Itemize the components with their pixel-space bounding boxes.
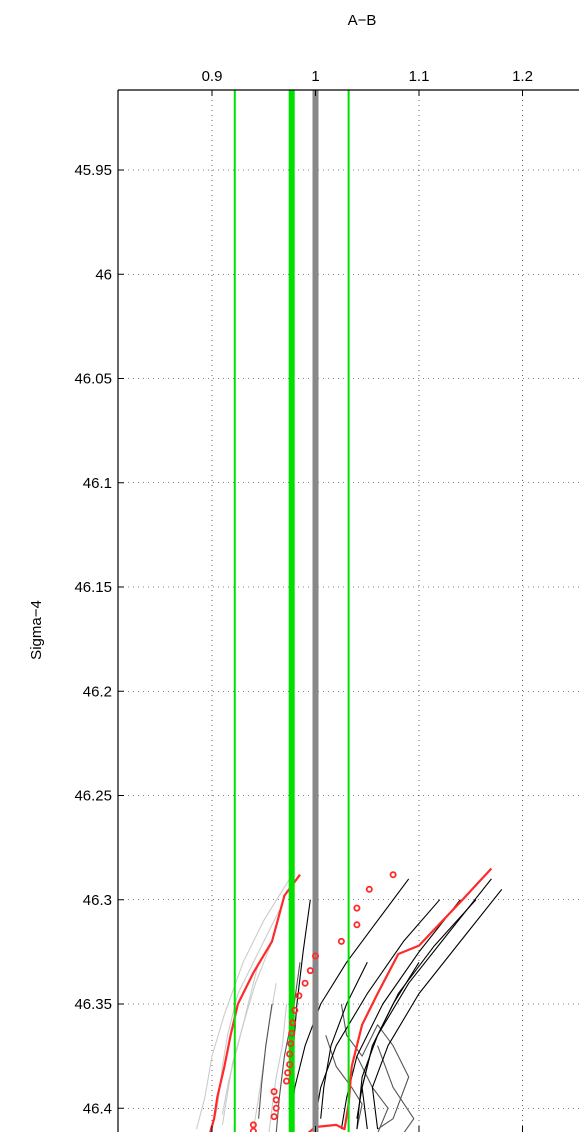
profile-line bbox=[211, 909, 280, 1130]
data-point-marker bbox=[286, 1061, 294, 1069]
data-point-marker bbox=[282, 1077, 290, 1085]
data-point-marker bbox=[284, 1069, 292, 1077]
y-tick-label: 46 bbox=[95, 266, 112, 283]
profile-line bbox=[356, 878, 492, 1130]
profile-line bbox=[377, 1045, 415, 1132]
profile-line bbox=[371, 888, 503, 1130]
data-point-marker bbox=[272, 1104, 280, 1112]
red-profile-line bbox=[307, 867, 493, 1132]
data-point-marker bbox=[286, 1050, 294, 1058]
x-tick-label: 1.2 bbox=[512, 68, 533, 85]
data-point-marker bbox=[288, 1029, 296, 1037]
data-point-marker bbox=[389, 871, 397, 879]
plot-area bbox=[195, 90, 503, 1132]
y-tick-label: 46.35 bbox=[74, 996, 112, 1013]
x-tick-label: 1.1 bbox=[409, 68, 430, 85]
x-axis-label: A−B bbox=[348, 12, 377, 29]
profile-line bbox=[195, 878, 291, 1130]
data-point-marker bbox=[306, 967, 314, 975]
profile-line bbox=[361, 899, 477, 1130]
y-axis-ticks: 45.95 46 46.05 46.1 46.15 46.2 46.25 46.3 46.35 4… bbox=[74, 162, 124, 1117]
y-tick-label: 46.25 bbox=[74, 788, 112, 805]
data-point-marker bbox=[365, 885, 373, 893]
x-tick-label: 1 bbox=[311, 68, 319, 85]
profile-line bbox=[258, 1003, 273, 1119]
data-point-marker bbox=[353, 904, 361, 912]
y-tick-label: 46.15 bbox=[74, 579, 112, 596]
data-point-marker bbox=[311, 952, 319, 960]
profile-line bbox=[221, 962, 260, 1115]
profile-line bbox=[356, 1055, 389, 1132]
y-tick-label: 46.4 bbox=[83, 1100, 112, 1117]
y-tick-label: 46.3 bbox=[83, 892, 112, 909]
y-tick-label: 45.95 bbox=[74, 162, 112, 179]
y-tick-label: 46.2 bbox=[83, 683, 112, 700]
red-profile-line bbox=[209, 874, 301, 1132]
data-point-marker bbox=[249, 1121, 257, 1129]
data-point-marker bbox=[337, 937, 345, 945]
data-point-marker bbox=[289, 1019, 297, 1027]
profile-line bbox=[340, 899, 461, 1130]
reference-lines bbox=[233, 90, 350, 1132]
data-point-marker bbox=[291, 1006, 299, 1014]
profile-line bbox=[320, 962, 368, 1119]
profile-line bbox=[275, 962, 301, 1132]
data-point-marker bbox=[287, 1040, 295, 1048]
profile-line bbox=[312, 899, 441, 1130]
data-point-marker bbox=[249, 1127, 257, 1132]
data-point-marker bbox=[301, 979, 309, 987]
data-point-marker bbox=[295, 992, 303, 1000]
data-point-marker bbox=[353, 921, 361, 929]
data-point-marker bbox=[270, 1113, 278, 1121]
profile-line bbox=[289, 878, 410, 1130]
x-axis-ticks: 0.9 1 1.1 1.2 bbox=[202, 68, 533, 1132]
y-tick-label: 46.05 bbox=[74, 371, 112, 388]
axes-frame bbox=[117, 89, 579, 1132]
profile-line bbox=[221, 941, 273, 1125]
series-layer bbox=[195, 867, 503, 1132]
y-tick-label: 46.1 bbox=[83, 475, 112, 492]
y-axis-label: Sigma−4 bbox=[28, 600, 45, 660]
data-point-marker bbox=[270, 1088, 278, 1096]
marker-layer bbox=[249, 871, 397, 1132]
data-point-marker bbox=[272, 1096, 280, 1104]
x-tick-label: 0.9 bbox=[202, 68, 223, 85]
profile-line bbox=[356, 962, 420, 1119]
